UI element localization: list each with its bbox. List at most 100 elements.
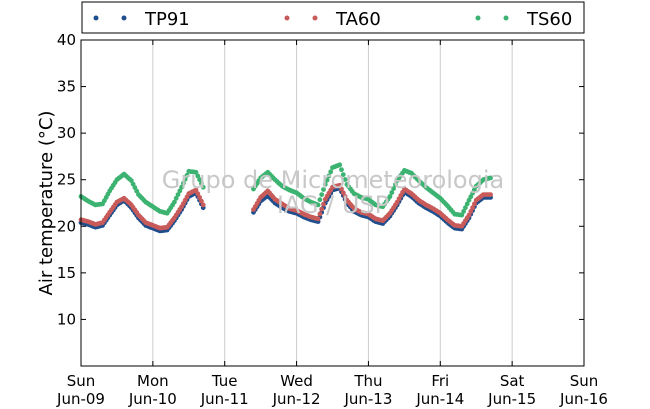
data-point-ta60 [319,206,325,212]
y-tick-label: 40 [57,31,76,49]
y-axis-title: Air temperature (°C) [36,111,57,296]
data-point-ts60 [391,186,396,192]
legend-marker-ts60-b [503,15,509,21]
grid-lines [152,40,513,366]
x-tick-label-day: Wed [280,372,313,390]
data-point-ts60 [173,195,179,201]
data-point-ts60 [488,175,493,181]
legend-label-tp91: TP91 [144,9,190,30]
x-tick-label-date: Jun-09 [56,390,105,408]
legend-marker-tp91-a [93,15,99,21]
y-tick-labels: 10 15 20 25 30 35 40 [57,31,76,328]
data-point-ta60 [337,182,343,188]
y-tick-label: 15 [57,264,76,282]
data-point-ts60 [175,192,181,198]
data-point-ts60 [393,182,398,188]
x-tick-label-day: Mon [137,372,169,390]
data-point-ta60 [472,201,477,207]
series-ta60 [78,182,493,231]
data-point-ta60 [466,212,472,218]
legend-marker-ts60-a [475,15,481,21]
watermark-line2: IAG / USP [277,191,389,219]
watermark-line1: Grupo de Micrometeorologia [162,166,504,194]
legend-marker-ta60-a [284,15,290,21]
data-point-ts60 [459,212,465,218]
data-point-ta60 [488,192,493,198]
data-point-ts60 [184,172,190,178]
x-tick-label-date: Jun-12 [272,390,321,408]
plot-frame [80,39,585,367]
y-tick-label: 10 [57,310,76,328]
legend-box [81,1,585,34]
y-tick-label: 25 [57,171,76,189]
legend-entry-ts60: TS60 [475,9,572,30]
data-point-ts60 [389,190,395,195]
x-tick-label-date: Jun-15 [487,390,536,408]
data-point-ts60 [195,173,201,179]
data-point-ts60 [200,184,206,190]
data-point-ts60 [172,199,177,205]
data-point-ts60 [342,177,348,182]
x-tick-label-date: Jun-13 [343,390,392,408]
data-point-ts60 [340,172,346,178]
data-point-ta60 [315,216,321,222]
legend-label-ta60: TA60 [335,9,381,30]
data-point-ts60 [319,192,325,198]
data-point-ts60 [322,182,328,187]
x-tick-labels: SunJun-09MonJun-10TueJun-11WedJun-12ThuJ… [56,372,608,408]
data-point-ta60 [342,194,348,199]
x-tick-label-day: Tue [211,372,238,390]
x-tick-label-date: Jun-14 [415,390,464,408]
data-point-ts60 [387,194,393,199]
y-tick-label: 30 [57,124,76,142]
x-tick-label-date: Jun-16 [559,390,608,408]
legend-marker-tp91-b [121,15,127,21]
axis-ticks [80,39,585,366]
data-point-ts60 [193,169,199,175]
data-point-ts60 [199,181,204,186]
data-point-ta60 [340,190,346,196]
x-tick-label-day: Thu [353,372,382,390]
data-point-ts60 [321,187,326,192]
data-point-ta60 [200,202,206,208]
data-point-ta60 [195,191,201,197]
legend-entry-ta60: TA60 [284,9,381,30]
data-point-ta60 [317,211,323,217]
data-point-ts60 [177,188,183,194]
data-point-ta60 [193,187,199,193]
x-tick-label-day: Sat [500,372,525,390]
series-layer [78,162,493,234]
series-ts60 [78,162,493,218]
data-point-ts60 [179,184,185,190]
data-point-ta60 [197,195,203,200]
data-point-ts60 [464,201,470,207]
data-point-ts60 [317,197,323,203]
data-point-ts60 [328,169,334,175]
data-point-ts60 [182,176,188,182]
legend-marker-ta60-b [312,15,318,21]
data-point-ta60 [468,209,474,214]
data-point-ts60 [337,162,343,168]
data-point-ts60 [339,167,344,173]
y-tick-label: 35 [57,78,76,96]
data-point-ta60 [321,201,326,207]
y-tick-label: 20 [57,217,76,235]
legend-label-ts60: TS60 [526,9,572,30]
data-point-ts60 [181,180,186,186]
x-tick-label-date: Jun-10 [128,390,177,408]
data-point-ts60 [326,173,332,179]
x-tick-label-day: Sun [570,372,599,390]
x-tick-label-date: Jun-11 [200,390,249,408]
data-point-ta60 [470,205,475,211]
data-point-ta60 [199,198,204,204]
data-point-ts60 [461,209,466,214]
data-point-ts60 [197,177,203,183]
x-tick-label-day: Sun [67,372,96,390]
data-point-ts60 [315,202,321,208]
legend-entry-tp91: TP91 [93,9,190,30]
x-tick-label-day: Fri [431,372,449,390]
legend: TP91 TA60 TS60 [93,9,572,30]
data-point-ta60 [339,186,344,192]
data-point-ts60 [324,177,330,183]
